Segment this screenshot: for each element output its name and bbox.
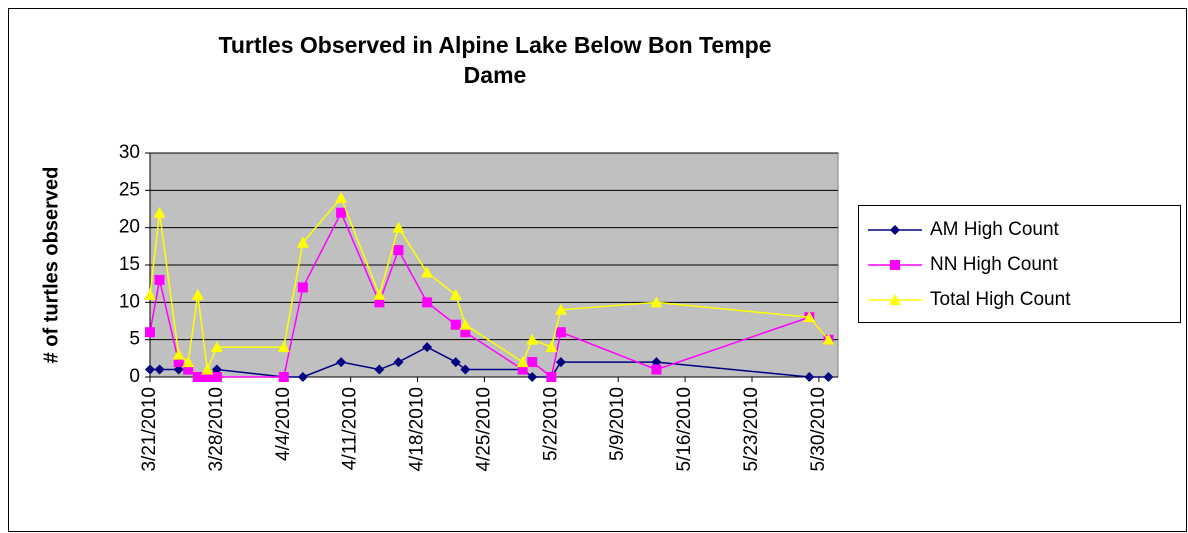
point	[392, 221, 405, 233]
point	[546, 372, 557, 382]
legend-label: NN High Count	[930, 254, 1058, 275]
point	[183, 364, 194, 375]
x-tick-label: 3/21/2010	[139, 387, 160, 472]
point	[191, 288, 204, 300]
point	[211, 372, 222, 382]
point	[297, 282, 308, 293]
point	[145, 364, 155, 375]
point	[803, 311, 816, 323]
y-tick-label: 15	[119, 254, 140, 275]
point	[393, 245, 404, 256]
point	[450, 357, 461, 368]
point	[555, 327, 566, 338]
point	[336, 357, 347, 368]
point	[297, 372, 308, 382]
point	[153, 206, 166, 218]
point	[555, 357, 566, 368]
point	[516, 356, 529, 368]
point	[154, 274, 165, 285]
y-tick-label: 5	[129, 329, 140, 350]
series-line	[149, 196, 830, 373]
point	[296, 236, 309, 248]
x-tick-label: 5/2/2010	[540, 387, 561, 461]
point	[277, 341, 290, 353]
point	[459, 318, 472, 330]
point	[527, 357, 538, 368]
x-tick-label: 5/23/2010	[741, 387, 762, 472]
point	[460, 364, 471, 375]
point	[822, 333, 835, 345]
legend-box	[858, 205, 1181, 323]
point	[889, 294, 901, 305]
point	[651, 364, 662, 375]
point	[373, 288, 386, 300]
x-tick-label: 4/11/2010	[340, 387, 361, 470]
point	[545, 341, 558, 353]
point	[145, 327, 155, 338]
y-tick-label: 10	[119, 291, 140, 312]
x-tick-label: 5/16/2010	[674, 387, 695, 472]
y-tick-label: 30	[119, 142, 140, 163]
point	[336, 207, 347, 218]
point	[154, 364, 165, 375]
point	[201, 363, 214, 375]
point	[393, 357, 404, 368]
x-tick-label: 4/18/2010	[407, 387, 428, 472]
x-tick-label: 4/4/2010	[273, 387, 294, 461]
point	[650, 296, 663, 308]
point	[890, 225, 900, 235]
legend-label: Total High Count	[930, 289, 1071, 310]
legend-label: AM High Count	[930, 219, 1060, 240]
point	[374, 297, 385, 308]
x-tick-label: 4/25/2010	[473, 387, 494, 472]
point	[823, 372, 834, 382]
y-tick-label: 25	[119, 179, 140, 200]
point	[202, 372, 213, 382]
chart-title: Turtles Observed in Alpine Lake Below Bo…	[218, 32, 772, 88]
point	[182, 356, 195, 368]
point	[192, 372, 203, 382]
x-tick-label: 3/28/2010	[206, 387, 227, 472]
point	[890, 260, 900, 270]
point	[421, 266, 434, 278]
y-tick-label: 20	[119, 217, 140, 238]
point	[374, 364, 385, 375]
point	[172, 348, 185, 360]
point	[144, 288, 156, 300]
point	[422, 297, 433, 308]
x-tick-label: 5/9/2010	[607, 387, 628, 461]
point	[526, 333, 539, 345]
point	[173, 357, 184, 368]
point	[804, 372, 815, 382]
point	[527, 372, 538, 382]
point	[335, 191, 348, 203]
y-tick-label: 0	[129, 366, 140, 387]
point	[450, 319, 461, 330]
point	[210, 341, 223, 353]
y-axis-label: # of turtles observed	[40, 167, 62, 364]
x-tick-label: 5/30/2010	[808, 387, 829, 472]
point	[460, 327, 471, 338]
point	[278, 372, 289, 382]
point	[554, 303, 567, 315]
point	[422, 342, 433, 353]
point	[449, 288, 462, 300]
point	[517, 364, 528, 375]
